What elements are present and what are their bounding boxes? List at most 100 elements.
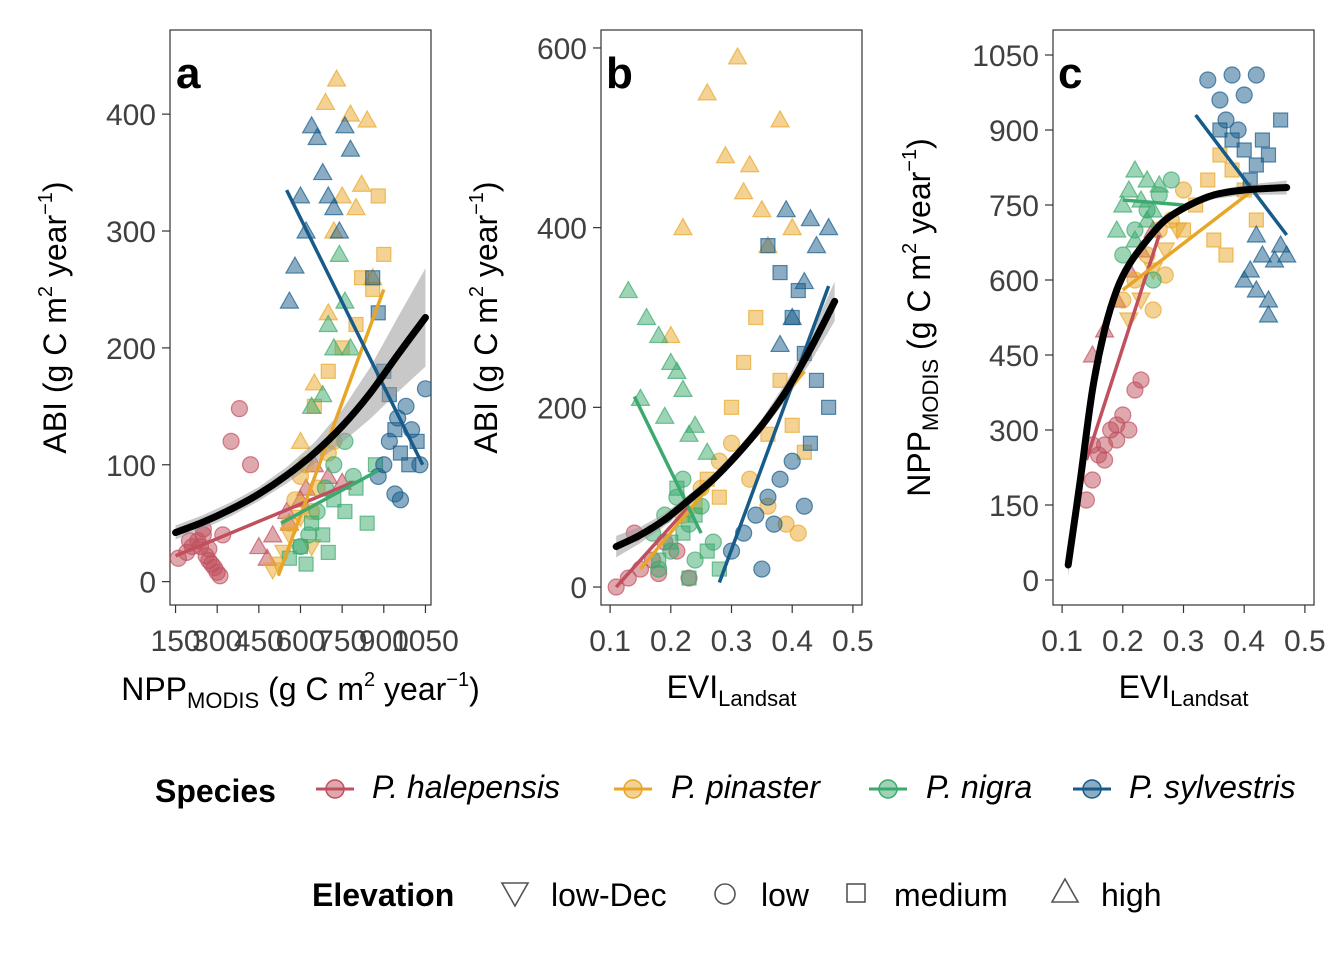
data-point	[733, 181, 754, 200]
x-tick-label: 0.2	[1102, 625, 1144, 658]
panels-group: 15030045060075090010500100200300400aNPPM…	[35, 29, 1326, 713]
data-point	[739, 154, 760, 173]
data-point	[323, 337, 344, 356]
data-point	[770, 109, 791, 128]
data-point	[307, 127, 328, 146]
data-point	[782, 217, 803, 236]
y-tick-label: 150	[989, 490, 1039, 523]
data-point	[802, 435, 819, 451]
x-tick-label: 450	[234, 625, 284, 658]
y-tick-label: 0	[1022, 565, 1039, 598]
data-point	[748, 309, 764, 326]
elevation-legend-title: Elevation	[312, 877, 454, 913]
species-legend-label: P. sylvestris	[1129, 769, 1296, 805]
data-point	[262, 524, 283, 543]
data-point	[1258, 304, 1279, 323]
data-point	[329, 220, 350, 239]
data-point	[340, 337, 361, 356]
data-point	[304, 515, 320, 531]
species-fit-line	[280, 469, 380, 525]
data-point	[1126, 221, 1144, 239]
x-axis-title: NPPMODIS (g C m2 year−1)	[121, 669, 480, 713]
data-point	[1144, 301, 1162, 319]
data-point	[387, 422, 403, 438]
species-legend-item-pinaster: P. pinaster	[614, 769, 821, 805]
data-point	[340, 138, 361, 157]
data-point	[1138, 201, 1156, 219]
y-tick-label: 200	[106, 333, 156, 366]
x-tick-label: 1050	[392, 625, 459, 658]
data-point	[376, 246, 392, 262]
data-point	[678, 424, 700, 442]
data-point	[1137, 169, 1158, 188]
y-tick-label: 600	[989, 265, 1039, 298]
data-point	[636, 307, 657, 326]
data-point	[1212, 122, 1228, 138]
data-point	[772, 372, 788, 388]
data-point	[776, 199, 797, 218]
data-point	[1083, 471, 1102, 489]
data-point	[1162, 171, 1180, 189]
species-fit-line	[285, 189, 425, 466]
data-point	[784, 417, 800, 433]
data-point	[736, 354, 752, 371]
data-point	[1124, 229, 1145, 248]
data-point	[1206, 232, 1222, 248]
data-point	[346, 197, 367, 216]
data-point	[1174, 181, 1193, 199]
x-axis-title: EVILandsat	[667, 669, 797, 711]
data-point	[648, 325, 669, 344]
data-point	[1246, 224, 1267, 243]
data-point	[301, 396, 322, 414]
species-fit-line	[632, 395, 703, 534]
confidence-band	[616, 281, 835, 558]
data-point	[315, 92, 336, 111]
confidence-band	[175, 268, 426, 540]
data-point	[727, 46, 748, 65]
x-tick-label: 150	[151, 625, 201, 658]
data-point	[416, 380, 431, 398]
data-point	[1211, 91, 1229, 109]
data-point	[723, 399, 740, 415]
y-tick-label: 200	[537, 392, 587, 425]
data-point	[711, 489, 727, 505]
y-tick-label: 750	[989, 190, 1039, 223]
data-point	[1240, 259, 1261, 278]
data-point	[326, 68, 347, 87]
panel-a: 15030045060075090010500100200300400aNPPM…	[35, 29, 480, 713]
triangle-up-icon	[1050, 877, 1080, 903]
global-fit-curve	[172, 314, 429, 537]
data-point	[334, 115, 355, 134]
panel-c: 0.1 0.2 0.3 0.4 0.5 0 150 300 450 600 750 900 1050 c E…	[899, 29, 1326, 711]
data-point	[292, 538, 309, 555]
data-point	[697, 82, 718, 101]
data-point	[370, 188, 386, 204]
x-tick-label: 600	[275, 625, 325, 658]
data-point	[675, 525, 691, 541]
data-point	[794, 271, 815, 290]
data-point	[290, 431, 311, 449]
species-fit-line	[1122, 198, 1184, 207]
data-point	[1234, 269, 1255, 288]
data-point	[284, 255, 305, 274]
species-fit-line	[1121, 186, 1258, 292]
species-legend-title: Species	[155, 773, 276, 809]
data-point	[318, 185, 339, 204]
x-tick-label: 0.3	[1163, 625, 1205, 658]
x-tick-label: 750	[317, 625, 367, 658]
data-point	[320, 544, 336, 561]
data-point	[1108, 416, 1126, 434]
data-point	[1106, 219, 1127, 238]
y-axis-title: ABI (g C m2 year−1)	[466, 181, 504, 453]
data-point	[304, 372, 325, 391]
y-tick-label: 1050	[972, 40, 1039, 73]
x-tick-label: 0.5	[832, 625, 874, 658]
species-fit-line	[717, 285, 831, 584]
data-point	[279, 290, 300, 309]
legend-key-circle	[325, 779, 345, 799]
data-point	[1199, 71, 1217, 89]
data-point	[1132, 371, 1150, 389]
data-point	[697, 442, 718, 460]
